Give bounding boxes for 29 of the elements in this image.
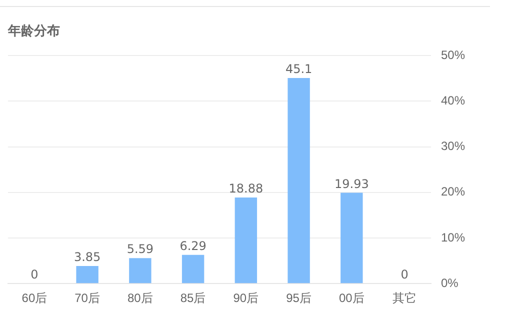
x-tick-label: 其它	[392, 291, 417, 306]
y-tick-label: 10%	[440, 230, 466, 244]
x-tick-label: 80后	[128, 291, 153, 306]
bar	[129, 258, 152, 284]
data-label: 45.1	[285, 62, 312, 76]
data-label: 5.59	[126, 242, 154, 256]
y-tick-label: 30%	[440, 139, 466, 154]
bar	[234, 198, 258, 284]
x-tick-label: 90后	[233, 291, 259, 306]
data-label: 0	[30, 268, 38, 282]
y-tick-label: 0%	[440, 276, 459, 290]
y-tick-label: 20%	[440, 184, 466, 199]
y-tick-label: 40%	[440, 94, 466, 108]
x-tick-label: 95后	[286, 291, 312, 306]
data-label: 19.93	[334, 176, 369, 191]
y-tick-label: 50%	[440, 48, 466, 62]
chart-title: 年龄分布	[7, 24, 60, 40]
x-tick-label: 85后	[180, 291, 206, 306]
x-tick-label: 60后	[22, 291, 48, 306]
data-label: 18.88	[228, 182, 264, 196]
bar	[182, 254, 204, 284]
data-label: 3.85	[74, 250, 101, 264]
bar	[288, 78, 310, 284]
bar	[76, 266, 98, 284]
x-tick-label: 70后	[74, 291, 100, 306]
bar	[340, 192, 363, 284]
data-label: 0	[400, 268, 408, 282]
x-tick-label: 00后	[338, 291, 364, 306]
data-label: 6.29	[180, 239, 206, 254]
